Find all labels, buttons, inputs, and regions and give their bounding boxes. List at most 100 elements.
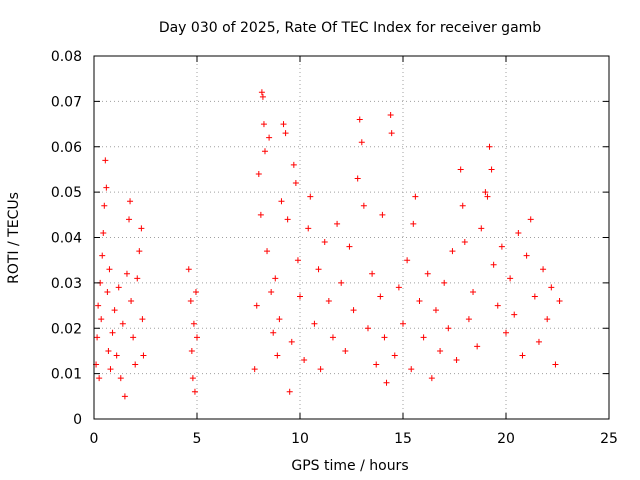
y-tick-label: 0 [73,412,82,428]
data-point-marker [305,225,312,232]
data-point-marker [113,352,120,359]
data-point-marker [272,275,279,282]
chart-title: Day 030 of 2025, Rate Of TEC Index for r… [159,20,541,36]
data-point-marker [117,375,124,382]
data-point-marker [101,202,108,209]
data-point-marker [334,220,341,227]
data-point-marker [457,166,464,173]
data-point-marker [301,357,308,364]
data-point-marker [95,302,102,309]
data-point-marker [132,361,139,368]
data-point-marker [387,111,394,118]
data-point-marker [253,302,260,309]
data-point-marker [105,347,112,354]
data-point-marker [111,307,118,314]
y-axis-label: ROTI / TECUs [6,192,22,284]
data-point-marker [356,116,363,123]
data-point-marker [441,279,448,286]
data-point-marker [123,270,130,277]
data-point-marker [264,248,271,255]
data-point-marker [379,211,386,218]
grid-lines [94,56,609,419]
data-point-marker [99,252,106,259]
data-point-marker [482,189,489,196]
data-point-marker [465,316,472,323]
data-point-marker [278,198,285,205]
data-point-marker [104,288,111,295]
data-point-marker [381,334,388,341]
x-tick-label: 0 [90,431,99,447]
data-point-marker [490,261,497,268]
data-point-marker [377,293,384,300]
data-point-marker [261,148,268,155]
data-point-marker [535,338,542,345]
data-point-marker [185,266,192,273]
data-point-marker [338,279,345,286]
data-point-marker [408,366,415,373]
data-point-marker [260,121,267,128]
data-point-marker [297,293,303,300]
data-point-marker [540,266,547,273]
data-point-marker [395,284,402,291]
data-point-marker [136,248,143,255]
data-point-marker [257,211,264,218]
data-point-marker [383,379,390,386]
data-point-marker [134,275,141,282]
y-tick-label: 0.01 [51,367,82,383]
data-point-marker [488,166,495,173]
data-point-marker [515,229,522,236]
data-point-marker [190,320,197,327]
y-tick-label: 0.05 [51,185,82,201]
data-point-marker [259,93,266,100]
data-point-marker [128,298,135,305]
data-point-marker [358,139,365,146]
plot-frame [93,55,610,420]
data-point-marker [412,193,419,200]
data-point-marker [94,334,101,341]
x-tick-label: 10 [291,431,309,447]
data-point-marker [317,366,324,373]
y-tick-label: 0.06 [51,140,82,156]
data-point-marker [424,270,431,277]
data-point-marker [276,316,283,323]
data-point-marker [315,266,322,273]
data-point-marker [139,316,146,323]
data-point-marker [96,375,103,382]
data-point-marker [127,198,134,205]
data-point-marker [369,270,376,277]
data-point-marker [109,329,116,336]
data-point-marker [556,298,563,305]
data-point-marker [311,320,318,327]
data-point-marker [325,298,332,305]
data-point-marker [294,257,301,264]
data-point-marker [126,216,133,223]
data-point-marker [194,334,200,341]
data-point-marker [255,170,262,177]
data-point-marker [531,293,538,300]
data-point-marker [523,252,530,259]
data-point-marker [404,257,411,264]
data-point-marker [292,180,299,187]
data-point-marker [321,239,328,246]
y-tick-label: 0.07 [51,94,82,110]
axes-frame [93,55,610,420]
data-point-marker [484,193,491,200]
data-point-marker [251,366,258,373]
x-tick-label: 25 [600,431,618,447]
data-point-marker [98,316,105,323]
data-point-marker [470,288,477,295]
data-point-marker [282,130,289,137]
data-point-marker [449,248,456,255]
data-point-marker [266,134,273,141]
data-point-marker [507,275,514,282]
data-point-marker [270,329,277,336]
data-point-marker [140,352,147,359]
y-tick-label: 0.08 [51,49,82,65]
x-axis-label: GPS time / hours [291,458,408,474]
data-point-marker [437,347,444,354]
data-point-marker [494,302,501,309]
data-point-marker [373,361,380,368]
data-point-marker [527,216,534,223]
data-point-marker [391,352,398,359]
